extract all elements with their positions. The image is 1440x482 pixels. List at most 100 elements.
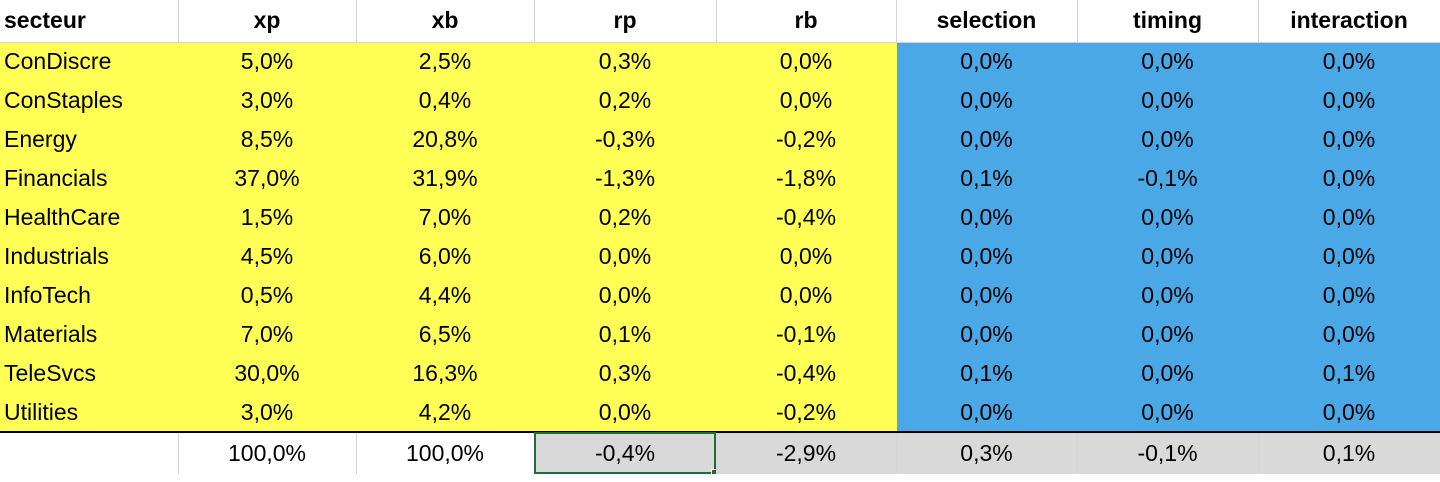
header-cell-xp[interactable]: xp (178, 0, 357, 43)
cell-rp[interactable]: 0,0% (534, 393, 717, 433)
cell-timing[interactable]: 0,0% (1077, 276, 1259, 316)
cell-rp[interactable]: 0,3% (534, 42, 717, 82)
total-cell-timing[interactable]: -0,1% (1077, 431, 1259, 474)
cell-xb[interactable]: 31,9% (356, 159, 535, 199)
cell-selection[interactable]: 0,0% (896, 276, 1078, 316)
header-cell-selection[interactable]: selection (896, 0, 1078, 43)
cell-selection[interactable]: 0,1% (896, 159, 1078, 199)
cell-timing[interactable]: 0,0% (1077, 198, 1259, 238)
cell-interaction[interactable]: 0,0% (1258, 276, 1440, 316)
header-cell-secteur[interactable]: secteur (0, 0, 179, 43)
cell-interaction[interactable]: 0,0% (1258, 315, 1440, 355)
cell-xp[interactable]: 1,5% (178, 198, 357, 238)
cell-xb[interactable]: 6,5% (356, 315, 535, 355)
cell-rb[interactable]: -0,2% (716, 120, 897, 160)
cell-selection[interactable]: 0,0% (896, 237, 1078, 277)
cell-selection[interactable]: 0,0% (896, 120, 1078, 160)
cell-rb[interactable]: 0,0% (716, 276, 897, 316)
cell-xb[interactable]: 20,8% (356, 120, 535, 160)
cell-rp[interactable]: -1,3% (534, 159, 717, 199)
header-cell-xb[interactable]: xb (356, 0, 535, 43)
cell-xb[interactable]: 2,5% (356, 42, 535, 82)
fill-handle[interactable] (710, 469, 715, 474)
cell-rp[interactable]: 0,0% (534, 276, 717, 316)
cell-secteur[interactable]: Energy (0, 120, 179, 160)
cell-secteur[interactable]: HealthCare (0, 198, 179, 238)
cell-rp[interactable]: 0,0% (534, 237, 717, 277)
cell-rb[interactable]: -0,4% (716, 354, 897, 394)
cell-secteur[interactable]: Financials (0, 159, 179, 199)
cell-rb[interactable]: -0,2% (716, 393, 897, 433)
cell-timing[interactable]: 0,0% (1077, 354, 1259, 394)
cell-rb[interactable]: 0,0% (716, 237, 897, 277)
cell-rb[interactable]: 0,0% (716, 81, 897, 121)
cell-timing[interactable]: 0,0% (1077, 315, 1259, 355)
cell-rp[interactable]: 0,1% (534, 315, 717, 355)
cell-xb[interactable]: 7,0% (356, 198, 535, 238)
cell-interaction[interactable]: 0,0% (1258, 42, 1440, 82)
cell-timing[interactable]: 0,0% (1077, 237, 1259, 277)
cell-secteur[interactable]: ConStaples (0, 81, 179, 121)
cell-secteur[interactable]: InfoTech (0, 276, 179, 316)
total-cell-interaction[interactable]: 0,1% (1258, 431, 1440, 474)
cell-timing[interactable]: 0,0% (1077, 120, 1259, 160)
cell-timing[interactable]: 0,0% (1077, 393, 1259, 433)
total-cell-rb[interactable]: -2,9% (716, 431, 897, 474)
cell-rb[interactable]: -1,8% (716, 159, 897, 199)
cell-secteur[interactable]: TeleSvcs (0, 354, 179, 394)
cell-xp[interactable]: 3,0% (178, 393, 357, 433)
total-cell-xb[interactable]: 100,0% (356, 431, 535, 474)
cell-rp[interactable]: 0,3% (534, 354, 717, 394)
cell-xb[interactable]: 4,2% (356, 393, 535, 433)
cell-rp[interactable]: 0,2% (534, 198, 717, 238)
cell-secteur[interactable]: Industrials (0, 237, 179, 277)
cell-interaction[interactable]: 0,1% (1258, 354, 1440, 394)
table-row: InfoTech 0,5% 4,4% 0,0% 0,0% 0,0% 0,0% 0,0% (0, 276, 1440, 316)
cell-selection[interactable]: 0,0% (896, 198, 1078, 238)
cell-xb[interactable]: 6,0% (356, 237, 535, 277)
header-cell-rp[interactable]: rp (534, 0, 717, 43)
cell-xp[interactable]: 8,5% (178, 120, 357, 160)
cell-rb[interactable]: 0,0% (716, 42, 897, 82)
header-cell-timing[interactable]: timing (1077, 0, 1259, 43)
cell-selection[interactable]: 0,1% (896, 354, 1078, 394)
cell-xp[interactable]: 3,0% (178, 81, 357, 121)
cell-secteur[interactable]: ConDiscre (0, 42, 179, 82)
header-cell-interaction[interactable]: interaction (1258, 0, 1440, 43)
cell-xp[interactable]: 37,0% (178, 159, 357, 199)
cell-selection[interactable]: 0,0% (896, 315, 1078, 355)
cell-xb[interactable]: 16,3% (356, 354, 535, 394)
cell-selection[interactable]: 0,0% (896, 81, 1078, 121)
cell-xb[interactable]: 0,4% (356, 81, 535, 121)
cell-xp[interactable]: 4,5% (178, 237, 357, 277)
cell-rb[interactable]: -0,4% (716, 198, 897, 238)
cell-interaction[interactable]: 0,0% (1258, 120, 1440, 160)
total-cell-xp[interactable]: 100,0% (178, 431, 357, 474)
cell-xp[interactable]: 0,5% (178, 276, 357, 316)
total-cell-selection[interactable]: 0,3% (896, 431, 1078, 474)
cell-rb[interactable]: -0,1% (716, 315, 897, 355)
cell-xp[interactable]: 5,0% (178, 42, 357, 82)
cell-interaction[interactable]: 0,0% (1258, 237, 1440, 277)
cell-selection[interactable]: 0,0% (896, 42, 1078, 82)
cell-rp[interactable]: -0,3% (534, 120, 717, 160)
cell-xp[interactable]: 30,0% (178, 354, 357, 394)
cell-interaction[interactable]: 0,0% (1258, 198, 1440, 238)
cell-interaction[interactable]: 0,0% (1258, 81, 1440, 121)
cell-rp[interactable]: 0,2% (534, 81, 717, 121)
cell-secteur[interactable]: Materials (0, 315, 179, 355)
cell-xp[interactable]: 7,0% (178, 315, 357, 355)
cell-timing[interactable]: 0,0% (1077, 81, 1259, 121)
selected-cell-rp-total[interactable]: -0,4% (534, 431, 717, 474)
total-cell-secteur[interactable] (0, 431, 179, 474)
cell-interaction[interactable]: 0,0% (1258, 159, 1440, 199)
cell-selection[interactable]: 0,0% (896, 393, 1078, 433)
header-cell-rb[interactable]: rb (716, 0, 897, 43)
cell-timing[interactable]: 0,0% (1077, 42, 1259, 82)
cell-interaction[interactable]: 0,0% (1258, 393, 1440, 433)
cell-timing[interactable]: -0,1% (1077, 159, 1259, 199)
cell-secteur[interactable]: Utilities (0, 393, 179, 433)
cell-xb[interactable]: 4,4% (356, 276, 535, 316)
